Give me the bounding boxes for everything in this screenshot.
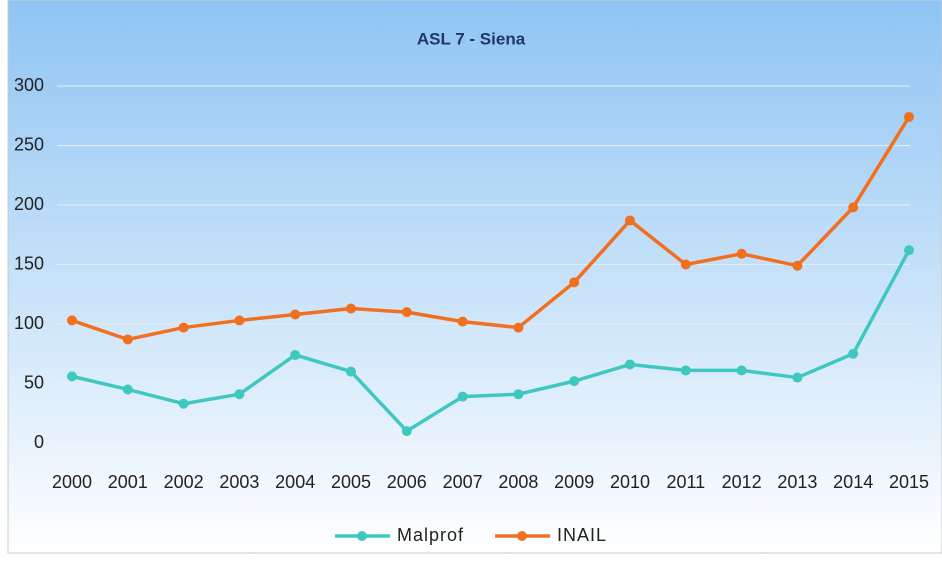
point <box>736 365 747 376</box>
point <box>736 248 747 259</box>
point <box>513 322 524 333</box>
y-tick-label: 0 <box>34 432 44 452</box>
point <box>234 315 245 326</box>
x-tick-label: 2013 <box>777 472 817 492</box>
legend-marker <box>517 531 527 541</box>
point <box>290 349 301 360</box>
point <box>67 371 77 382</box>
legend-label: INAIL <box>557 525 607 545</box>
point <box>680 365 691 376</box>
point <box>67 315 77 326</box>
x-tick-label: 2011 <box>666 472 705 492</box>
x-tick-label: 2004 <box>275 472 315 492</box>
x-tick-label: 2001 <box>108 472 148 492</box>
point <box>401 307 412 318</box>
point <box>569 376 580 387</box>
x-tick-label: 2012 <box>722 472 762 492</box>
point <box>848 202 859 213</box>
point <box>904 245 914 256</box>
y-tick-label: 200 <box>14 194 44 214</box>
y-tick-label: 50 <box>24 372 44 392</box>
y-tick-label: 300 <box>14 75 44 95</box>
point <box>178 322 189 333</box>
series-line <box>71 116 911 342</box>
point <box>346 366 356 377</box>
point <box>457 391 468 402</box>
point <box>346 303 356 314</box>
x-tick-label: 2002 <box>164 472 204 492</box>
point <box>792 372 803 383</box>
x-tick-label: 2000 <box>52 472 92 492</box>
point <box>625 359 635 370</box>
x-tick-label: 2006 <box>387 472 427 492</box>
point <box>457 316 468 327</box>
series-line <box>71 249 911 433</box>
point <box>401 426 412 437</box>
x-tick-label: 2009 <box>554 472 594 492</box>
x-tick-label: 2005 <box>331 472 371 492</box>
y-tick-label: 100 <box>14 313 44 333</box>
y-tick-label: 150 <box>14 253 44 273</box>
legend-label: Malprof <box>397 525 464 545</box>
point <box>569 277 580 288</box>
x-tick-label: 2014 <box>833 472 873 492</box>
point <box>904 111 914 122</box>
x-tick-label: 2010 <box>610 472 650 492</box>
x-tick-label: 2003 <box>219 472 259 492</box>
point <box>625 215 635 226</box>
y-tick-label: 250 <box>14 134 44 154</box>
chart-area <box>7 0 942 554</box>
point <box>680 259 691 270</box>
x-tick-label: 2015 <box>889 472 929 492</box>
point <box>290 309 301 320</box>
point <box>122 384 133 395</box>
point <box>234 389 245 400</box>
x-tick-label: 2008 <box>498 472 538 492</box>
point <box>848 348 859 359</box>
x-tick-label: 2007 <box>443 472 483 492</box>
point <box>513 389 524 400</box>
point <box>122 334 133 345</box>
point <box>178 398 189 409</box>
chart-title: ASL 7 - Siena <box>417 29 526 48</box>
legend-marker <box>357 531 367 541</box>
point <box>792 260 803 271</box>
